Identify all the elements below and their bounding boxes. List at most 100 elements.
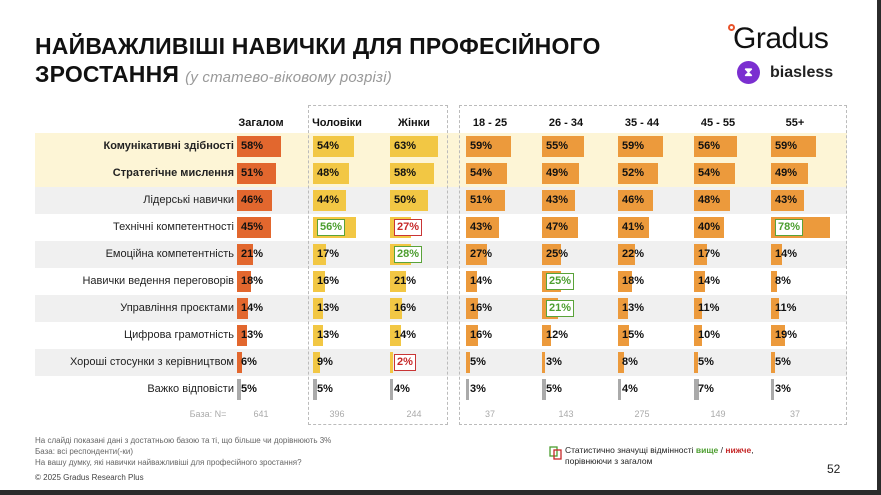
value-label: 8% — [775, 275, 791, 287]
base-count: 641 — [253, 409, 269, 419]
bar — [771, 190, 804, 211]
value-label: 11% — [698, 302, 720, 314]
bar — [618, 136, 663, 157]
bar — [313, 325, 323, 346]
bar — [390, 136, 438, 157]
bar — [237, 136, 282, 157]
column-header: Загалом — [238, 117, 284, 129]
base-count: 275 — [634, 409, 650, 419]
value-label: 25% — [546, 273, 575, 290]
bar — [466, 271, 477, 292]
value-label: 6% — [241, 356, 257, 368]
bar — [694, 136, 737, 157]
row-label: Комунікативні здібності — [103, 140, 234, 152]
bar — [466, 298, 479, 319]
significance-icon — [549, 446, 562, 460]
bar — [237, 325, 247, 346]
value-label: 18% — [622, 275, 645, 287]
slide-subtitle: (у статево-віковому розрізі) — [185, 69, 392, 86]
bar — [771, 352, 775, 373]
column-header: 18 - 25 — [472, 117, 508, 129]
bar — [542, 217, 578, 238]
bar — [771, 271, 778, 292]
note-threshold: На слайді показані дані з достатньою баз… — [35, 436, 332, 445]
value-label: 2% — [394, 354, 416, 371]
column-header: 45 - 55 — [700, 117, 736, 129]
bar — [542, 379, 546, 400]
value-label: 9% — [317, 356, 333, 368]
row-band — [35, 295, 847, 322]
bar — [237, 163, 276, 184]
value-label: 40% — [698, 221, 721, 233]
value-label: 46% — [241, 194, 264, 206]
value-label: 58% — [394, 167, 417, 179]
gradus-logo: Gradus — [728, 22, 829, 56]
bar — [390, 190, 428, 211]
row-label: Стратегічне мислення — [112, 167, 234, 179]
bar — [542, 136, 584, 157]
bar — [694, 325, 702, 346]
value-label: 18% — [241, 275, 264, 287]
bar — [618, 379, 622, 400]
value-label: 47% — [546, 221, 569, 233]
bar — [466, 325, 479, 346]
value-label: 56% — [698, 140, 721, 152]
value-label: 14% — [241, 302, 264, 314]
value-label: 51% — [241, 167, 264, 179]
value-label: 5% — [775, 356, 791, 368]
base-label: База: N= — [189, 409, 227, 419]
bar — [313, 379, 317, 400]
bar — [618, 163, 658, 184]
bar — [313, 244, 326, 265]
bar — [694, 217, 725, 238]
column-header: 55+ — [785, 117, 805, 129]
page-number: 52 — [827, 462, 841, 476]
slide-title: НАЙВАЖЛИВІШІ НАВИЧКИ ДЛЯ ПРОФЕСІЙНОГО ЗРО… — [35, 33, 601, 87]
value-label: 16% — [470, 329, 493, 341]
value-label: 59% — [470, 140, 493, 152]
value-label: 28% — [394, 246, 423, 263]
value-label: 52% — [622, 167, 645, 179]
bar — [466, 217, 499, 238]
bar — [618, 271, 632, 292]
value-label: 27% — [470, 248, 493, 260]
value-label: 43% — [775, 194, 798, 206]
value-label: 19% — [775, 329, 798, 341]
value-label: 54% — [470, 167, 493, 179]
row-label: Технічні компетентності — [113, 221, 234, 233]
bar — [313, 271, 326, 292]
bar — [542, 352, 545, 373]
value-label: 5% — [241, 383, 257, 395]
value-label: 25% — [546, 248, 569, 260]
bar — [237, 271, 251, 292]
note-base: База: всі респонденти(-ки) — [35, 447, 134, 456]
value-label: 12% — [546, 329, 569, 341]
base-count: 143 — [558, 409, 574, 419]
value-label: 16% — [470, 302, 493, 314]
bar — [694, 190, 731, 211]
value-label: 10% — [698, 329, 721, 341]
value-label: 58% — [241, 140, 264, 152]
row-band — [35, 349, 847, 376]
value-label: 14% — [775, 248, 798, 260]
group-frame — [459, 105, 847, 425]
bar — [466, 163, 508, 184]
value-label: 21% — [394, 275, 417, 287]
value-label: 56% — [317, 219, 346, 236]
value-label: 21% — [546, 300, 575, 317]
column-header: Жінки — [398, 117, 430, 129]
value-label: 3% — [775, 383, 791, 395]
value-label: 63% — [394, 140, 417, 152]
bar — [390, 379, 394, 400]
group-frame — [308, 105, 448, 425]
row-label: Цифрова грамотність — [124, 329, 234, 341]
value-label: 49% — [546, 167, 569, 179]
row-band — [35, 241, 847, 268]
value-label: 4% — [622, 383, 638, 395]
base-count: 244 — [406, 409, 422, 419]
bar — [466, 379, 469, 400]
value-label: 55% — [546, 140, 569, 152]
value-label: 16% — [394, 302, 417, 314]
bar — [237, 190, 272, 211]
